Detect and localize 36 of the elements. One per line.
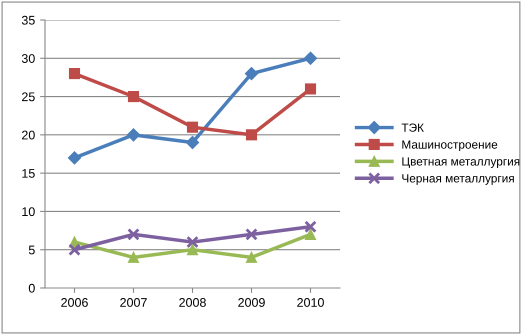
point bbox=[127, 228, 140, 241]
point bbox=[186, 136, 200, 150]
y-tick-label: 30 bbox=[22, 54, 35, 63]
x-tick-label: 2010 bbox=[297, 298, 324, 307]
y-tick-label: 25 bbox=[22, 92, 35, 102]
y-tick-label: 10 bbox=[22, 207, 35, 216]
legend-label: ТЭК bbox=[402, 123, 424, 132]
legend-label: Машиностроение bbox=[402, 140, 498, 152]
point bbox=[304, 83, 316, 94]
point bbox=[68, 68, 80, 80]
x-tick-label: 2008 bbox=[179, 298, 206, 307]
point bbox=[244, 67, 258, 80]
point bbox=[128, 252, 140, 263]
legend-label: Цветная металлургия bbox=[402, 157, 520, 168]
point bbox=[304, 52, 318, 65]
y-tick-label: 5 bbox=[28, 246, 35, 254]
point bbox=[128, 91, 140, 102]
y-tick-label: 35 bbox=[22, 16, 35, 25]
point bbox=[245, 228, 258, 241]
point bbox=[304, 220, 317, 233]
point bbox=[186, 236, 199, 248]
point bbox=[246, 129, 258, 140]
legend-label: Черная металлургия bbox=[402, 174, 514, 185]
x-tick-label: 2007 bbox=[120, 298, 147, 307]
y-tick-label: 0 bbox=[28, 284, 35, 293]
point bbox=[126, 128, 140, 142]
point bbox=[246, 252, 258, 263]
point bbox=[304, 228, 316, 240]
point bbox=[186, 122, 198, 133]
point bbox=[68, 151, 82, 164]
y-tick-label: 20 bbox=[22, 130, 35, 140]
point bbox=[68, 243, 81, 256]
y-tick-label: 15 bbox=[22, 169, 35, 178]
x-tick-label: 2009 bbox=[238, 298, 265, 307]
x-tick-label: 2006 bbox=[61, 298, 88, 307]
point bbox=[186, 244, 198, 256]
